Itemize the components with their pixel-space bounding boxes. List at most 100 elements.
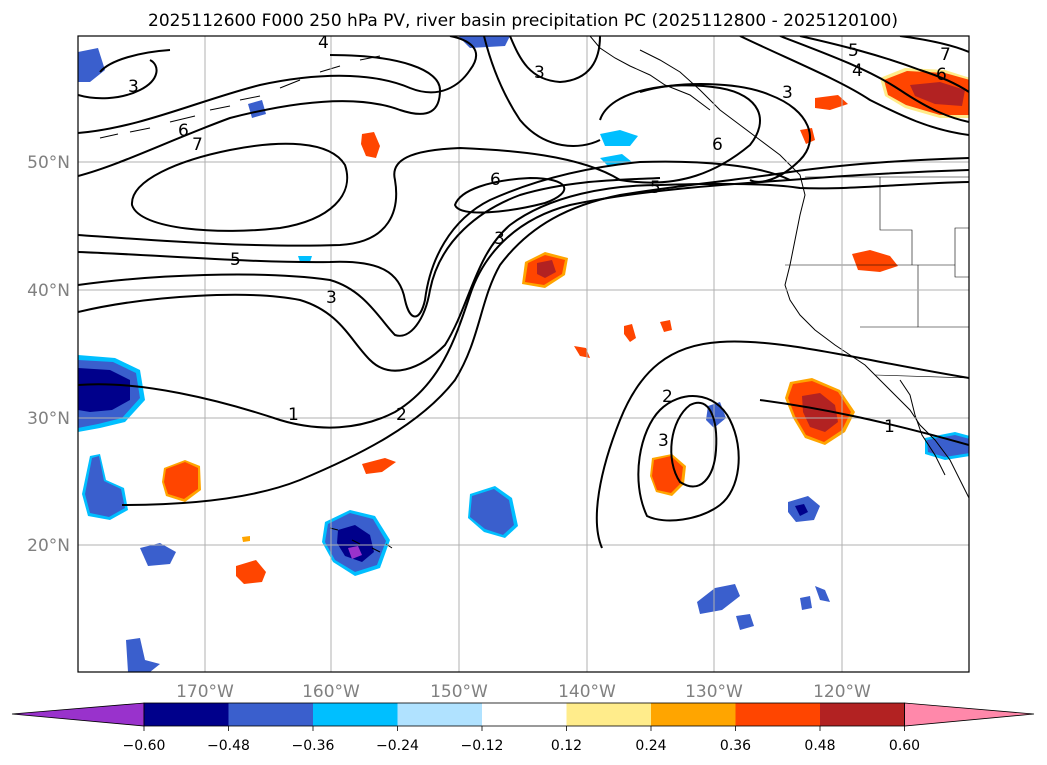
precip-blob — [362, 458, 396, 474]
precip-blob — [815, 586, 830, 602]
longitude-labels: 170°W 160°W 150°W 140°W 130°W 120°W — [176, 682, 871, 702]
pv-contour — [637, 395, 740, 522]
contour-label: 1 — [884, 417, 895, 437]
pv-contour — [130, 142, 349, 232]
contour-label: 5 — [230, 250, 241, 270]
precip-blob — [85, 456, 125, 517]
contour-labels: 3 6 7 4 3 6 3 5 3 1 2 6 5 3 5 4 7 6 2 3 … — [128, 33, 951, 451]
lon-label: 130°W — [685, 682, 743, 702]
precip-blob — [736, 614, 754, 630]
contour-label: 5 — [650, 178, 661, 198]
lon-label: 150°W — [430, 682, 488, 702]
lon-label: 160°W — [302, 682, 360, 702]
colorbar-segment — [566, 703, 651, 726]
colorbar-tick-label: −0.60 — [123, 738, 166, 754]
lon-label: 140°W — [558, 682, 616, 702]
pv-contour — [78, 36, 478, 134]
colorbar-segment — [397, 703, 482, 726]
colorbar-segment — [228, 703, 313, 726]
pv-contours — [78, 36, 969, 549]
colorbar-tick-label: 0.12 — [551, 738, 582, 754]
pv-contour — [759, 399, 969, 446]
precip-blob — [361, 132, 380, 158]
colorbar-tick-label: −0.12 — [461, 738, 504, 754]
precip-positive-regions — [162, 68, 969, 584]
precip-blob — [815, 95, 848, 110]
precip-blob — [348, 546, 362, 559]
pv-contour — [453, 176, 566, 214]
pv-contour — [639, 83, 811, 183]
precip-blob — [164, 462, 198, 499]
contour-label: 6 — [178, 121, 189, 141]
pv-contour — [78, 160, 791, 318]
contour-label: 6 — [712, 135, 723, 155]
precip-blob — [660, 320, 672, 332]
colorbar-segment — [144, 703, 229, 726]
colorbar-tick-label: −0.48 — [207, 738, 250, 754]
pv-contour — [78, 177, 661, 337]
pv-contour — [78, 54, 442, 177]
hawaii-islands — [329, 527, 393, 553]
map-frame — [77, 35, 970, 673]
precip-blob — [910, 82, 965, 106]
contour-label: 6 — [936, 65, 947, 85]
lat-label: 30°N — [27, 409, 70, 429]
contour-label: 4 — [852, 61, 863, 81]
lat-label: 40°N — [27, 281, 70, 301]
precip-blob — [600, 130, 638, 146]
precip-blob — [852, 250, 898, 272]
pv-contour — [670, 401, 718, 488]
precip-blob — [78, 368, 130, 412]
precip-blob — [140, 543, 176, 566]
pv-contour — [483, 36, 601, 147]
california-gulf-coast — [899, 379, 946, 476]
precip-blob — [337, 525, 374, 562]
state-border — [954, 227, 969, 278]
precip-blob — [78, 48, 105, 82]
contour-label: 3 — [128, 77, 139, 97]
lon-label: 120°W — [813, 682, 871, 702]
contour-label: 7 — [192, 135, 203, 155]
colorbar-tick-label: 0.24 — [635, 738, 666, 754]
pv-contour — [78, 84, 761, 247]
colorbar-tick-label: 0.48 — [804, 738, 835, 754]
precip-blob — [126, 638, 160, 672]
precip-blob — [927, 435, 969, 457]
precip-blob — [574, 346, 590, 358]
contour-label: 7 — [940, 45, 951, 65]
contour-label: 3 — [658, 431, 669, 451]
colorbar-extend-max — [904, 702, 1035, 727]
pv-contour — [799, 36, 969, 93]
map-title: 2025112600 F000 250 hPa PV, river basin … — [148, 11, 898, 31]
contour-label: 1 — [288, 405, 299, 425]
pv-contour — [739, 36, 969, 136]
precip-blob — [537, 260, 556, 278]
contour-label: 3 — [494, 229, 505, 249]
precip-blob — [795, 504, 808, 516]
contour-label: 6 — [490, 170, 501, 190]
us-mexico-border — [874, 374, 969, 379]
gridlines — [78, 36, 969, 672]
contour-label: 4 — [318, 33, 329, 53]
political-boundaries — [785, 176, 969, 379]
colorbar-segment — [735, 703, 820, 726]
precip-blob — [652, 456, 683, 493]
contour-label: 2 — [662, 387, 673, 407]
precip-blob — [802, 393, 838, 432]
aleutian-islands — [99, 55, 381, 139]
colorbar-segment — [313, 703, 398, 726]
map-area: 3 6 7 4 3 6 3 5 3 1 2 6 5 3 5 4 7 6 2 3 … — [78, 33, 969, 672]
contour-label: 5 — [848, 41, 859, 61]
pv-contour — [78, 169, 969, 429]
precip-blob — [800, 128, 815, 144]
colorbar: −0.60 −0.48 −0.36 −0.24 −0.12 0.12 0.24 … — [11, 702, 1035, 754]
precip-blob — [242, 536, 250, 542]
colorbar-segment — [482, 703, 567, 726]
pv-contour — [78, 181, 969, 372]
colorbar-extend-min — [11, 702, 145, 727]
precip-blob — [697, 584, 740, 614]
pv-contour — [899, 36, 969, 53]
colorbar-tick-label: −0.24 — [376, 738, 419, 754]
contour-label: 3 — [326, 288, 337, 308]
